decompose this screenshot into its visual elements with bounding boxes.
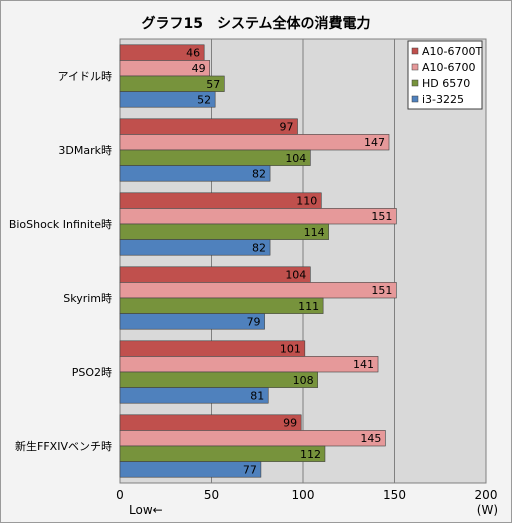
data-label: 52	[197, 93, 211, 106]
data-label: 104	[285, 269, 306, 282]
category-label: BioShock Infinite時	[9, 218, 112, 231]
category-label: PSO2時	[72, 366, 112, 379]
legend-swatch	[411, 79, 419, 87]
bar	[119, 149, 311, 166]
bar	[119, 340, 306, 357]
x-tick-label: 100	[292, 488, 315, 502]
bar	[119, 461, 262, 478]
x-tick-label: 200	[475, 488, 498, 502]
category-label: 3DMark時	[58, 144, 112, 157]
bar	[119, 445, 326, 462]
bar	[119, 356, 379, 373]
data-label: 77	[243, 463, 257, 476]
category-label: 新生FFXIVベンチ時	[15, 439, 112, 453]
bar	[119, 165, 271, 182]
bar	[119, 430, 386, 447]
chart-title: グラフ15 システム全体の消費電力	[141, 15, 370, 32]
bar	[119, 208, 397, 225]
data-label: 104	[285, 152, 306, 165]
data-label: 49	[192, 62, 206, 75]
data-label: 151	[371, 284, 392, 297]
data-label: 82	[252, 167, 266, 180]
data-label: 108	[293, 374, 314, 387]
bar	[119, 91, 216, 108]
bar	[119, 192, 322, 209]
data-label: 101	[280, 343, 301, 356]
legend-label: HD 6570	[422, 77, 470, 90]
bar	[119, 414, 302, 431]
x-axis-ticks: 0 50 100 150 200	[116, 488, 497, 502]
x-tick-label: 0	[116, 488, 124, 502]
bar	[119, 134, 390, 151]
category-label: Skyrim時	[63, 292, 112, 305]
legend-label: A10-6700T	[422, 45, 482, 58]
legend-swatch	[411, 47, 419, 55]
bar	[119, 387, 269, 404]
legend-label: A10-6700	[422, 61, 476, 74]
data-label: 141	[353, 358, 374, 371]
bar	[119, 266, 311, 283]
data-label: 82	[252, 241, 266, 254]
x-tick-label: 150	[383, 488, 406, 502]
x-axis-unit-label: (W)	[477, 503, 498, 517]
data-label: 97	[280, 121, 294, 134]
data-label: 110	[296, 195, 317, 208]
bar	[119, 118, 298, 135]
bar	[119, 297, 324, 314]
bar	[119, 282, 397, 299]
bar	[119, 371, 318, 388]
legend-swatch	[411, 95, 419, 103]
data-label: 151	[371, 210, 392, 223]
bar	[119, 239, 271, 256]
legend-swatch	[411, 63, 419, 71]
x-axis-low-label: Low←	[129, 503, 163, 517]
data-label: 46	[186, 47, 200, 60]
data-label: 81	[250, 389, 264, 402]
data-label: 112	[300, 448, 321, 461]
data-label: 57	[206, 78, 220, 91]
bar	[119, 313, 265, 330]
data-label: 79	[247, 315, 261, 328]
gridlines	[211, 39, 395, 483]
data-label: 99	[283, 417, 297, 430]
legend: A10-6700T A10-6700 HD 6570 i3-3225	[407, 40, 483, 110]
x-tick-label: 50	[204, 488, 219, 502]
data-label: 147	[364, 136, 385, 149]
legend-box	[407, 40, 483, 110]
category-labels: アイドル時 3DMark時 BioShock Infinite時 Skyrim時 PSO…	[9, 70, 112, 453]
legend-label: i3-3225	[422, 93, 464, 106]
data-label: 111	[298, 300, 319, 313]
category-label: アイドル時	[58, 70, 112, 83]
data-label: 145	[360, 432, 381, 445]
data-label: 114	[304, 226, 325, 239]
bar	[119, 223, 329, 240]
